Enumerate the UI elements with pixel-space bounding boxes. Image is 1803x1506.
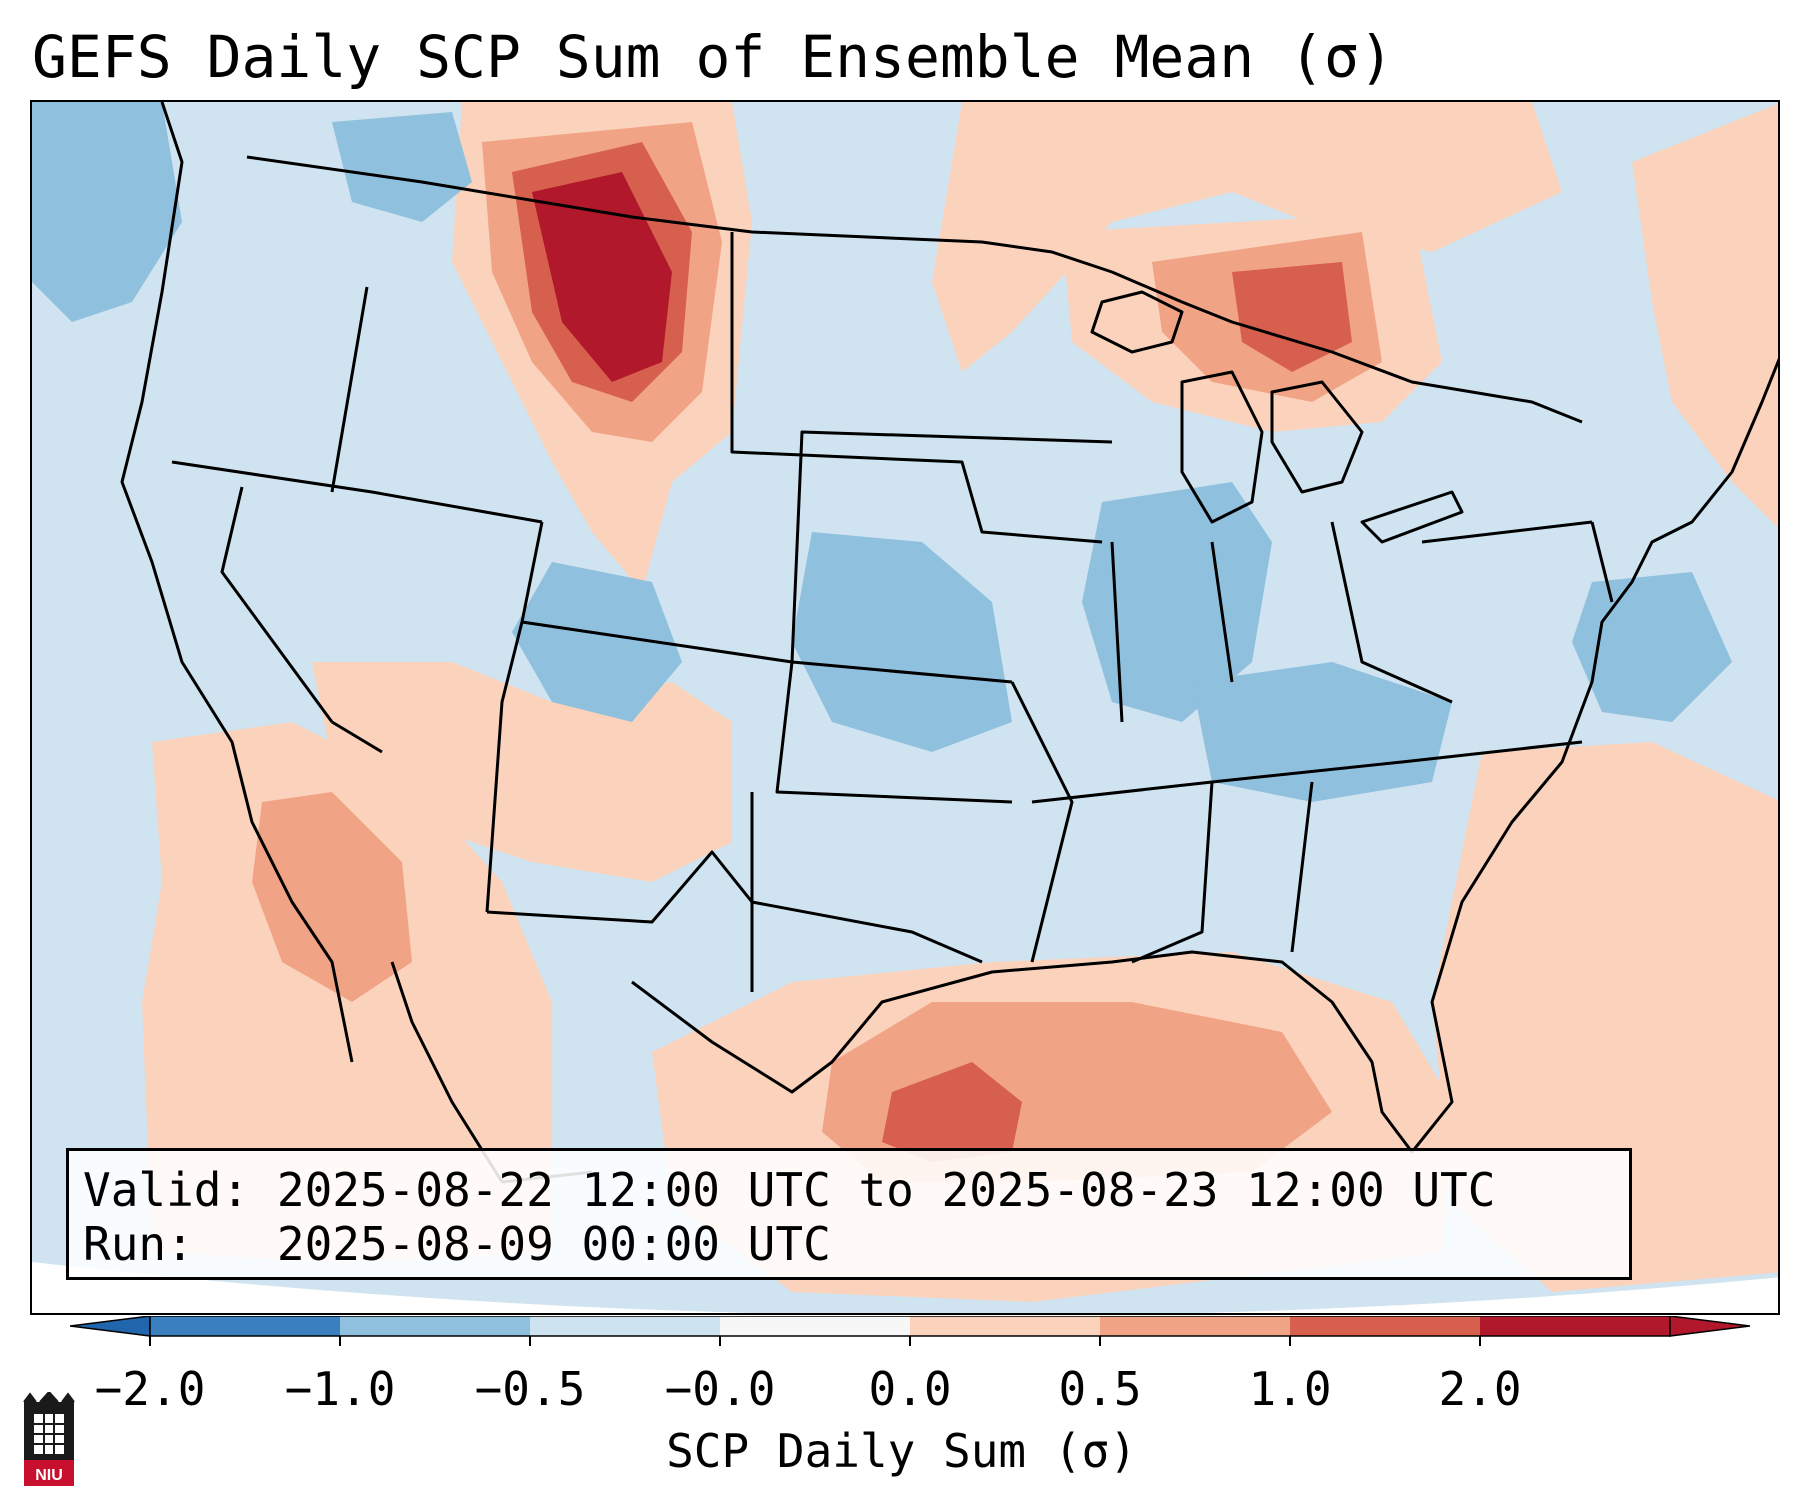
colorbar-tick-label: −2.0	[94, 1362, 206, 1416]
niu-logo: NIU	[23, 1392, 75, 1486]
map-title: GEFS Daily SCP Sum of Ensemble Mean (σ)	[32, 23, 1394, 91]
niu-logo-text: NIU	[35, 1467, 63, 1484]
colorbar-segment	[1290, 1316, 1481, 1336]
anomaly-montana-core	[532, 172, 672, 382]
anomaly-northeast-light	[1632, 103, 1778, 528]
great-lakes	[1090, 290, 1464, 544]
negative-anomalies	[32, 102, 1732, 802]
colorbar-segment	[910, 1316, 1101, 1336]
colorbar-tick-label: −0.0	[664, 1362, 776, 1416]
colorbar	[70, 1316, 1750, 1346]
run-value: 2025-08-09 00:00 UTC	[276, 1217, 831, 1271]
anomaly-plains-negative	[792, 532, 1012, 752]
colorbar-tick-label: −1.0	[284, 1362, 396, 1416]
anomaly-mexico-mid	[252, 792, 412, 1002]
colorbar-tick-label: −0.5	[474, 1362, 586, 1416]
anomaly-midwest-negative	[1082, 482, 1272, 722]
anomaly-north-light	[932, 102, 1562, 372]
valid-run-info-box: Valid: 2025-08-22 12:00 UTC to 2025-08-2…	[66, 1148, 1632, 1280]
anomaly-westcoast-negative	[32, 102, 182, 322]
valid-label: Valid:	[83, 1163, 250, 1217]
colorbar-segment	[150, 1316, 341, 1336]
anomaly-pacnw-negative	[332, 112, 472, 222]
colorbar-label: SCP Daily Sum (σ)	[666, 1424, 1137, 1478]
anomaly-colorado-negative	[512, 562, 682, 722]
boundaries	[120, 102, 1778, 1184]
colorbar-segment	[340, 1316, 531, 1336]
colorbar-segment	[720, 1316, 911, 1336]
colorbar-over-arrow	[1669, 1316, 1750, 1337]
anomaly-tennessee-negative	[1192, 662, 1452, 802]
colorbar-segment	[530, 1316, 721, 1336]
colorbar-segments	[149, 1316, 1671, 1337]
map-panel	[30, 100, 1780, 1315]
colorbar-tick-label: 1.0	[1248, 1362, 1332, 1416]
anomaly-gulf-high	[882, 1062, 1022, 1162]
anomaly-michigan-high	[1232, 262, 1352, 372]
valid-value: 2025-08-22 12:00 UTC to 2025-08-23 12:00…	[276, 1163, 1496, 1217]
colorbar-segment	[1100, 1316, 1291, 1336]
colorbar-tick-label: 0.0	[868, 1362, 952, 1416]
colorbar-tick-label: 2.0	[1438, 1362, 1522, 1416]
colorbar-ticks	[149, 1336, 1481, 1346]
map-canvas	[32, 102, 1778, 1313]
colorbar-tick-label: 0.5	[1058, 1362, 1142, 1416]
coastline	[120, 102, 1778, 1184]
colorbar-under-arrow	[70, 1316, 151, 1337]
colorbar-segment	[1480, 1316, 1671, 1336]
run-label: Run:	[83, 1217, 194, 1271]
state-lines	[171, 232, 1614, 992]
canada-border	[246, 155, 1583, 424]
